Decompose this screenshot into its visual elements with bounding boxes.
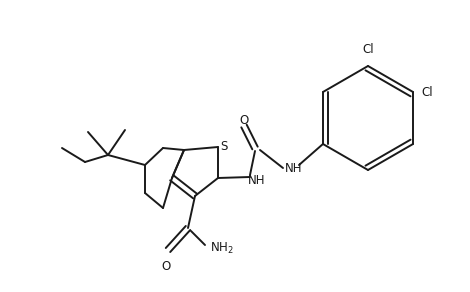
Text: O: O — [239, 114, 249, 126]
Text: NH: NH — [285, 161, 303, 175]
Text: O: O — [161, 260, 171, 273]
Text: S: S — [220, 140, 227, 154]
Text: Cl: Cl — [421, 86, 433, 98]
Text: NH$_2$: NH$_2$ — [210, 240, 234, 256]
Text: Cl: Cl — [362, 43, 374, 56]
Text: NH: NH — [248, 173, 266, 187]
